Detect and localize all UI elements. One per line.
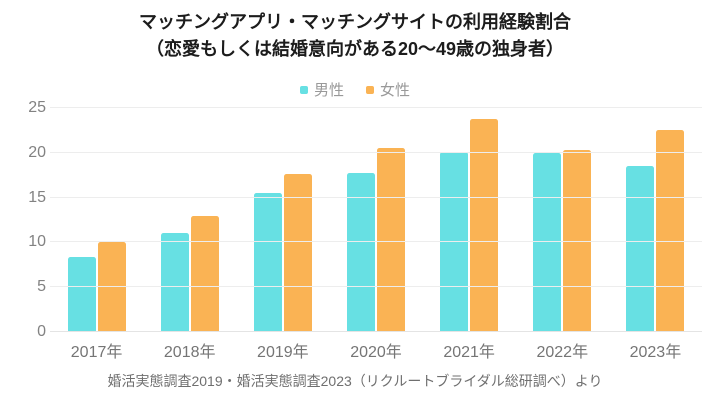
gridline-0 — [50, 331, 702, 332]
bar-female-2020 — [376, 148, 405, 332]
bars-row — [50, 108, 702, 332]
legend-label-male: 男性 — [313, 82, 344, 99]
legend-marker-icon-male — [299, 85, 308, 94]
gridline-20 — [50, 151, 702, 153]
chart-title-line2: （恋愛もしくは結婚意向がある20〜49歳の独身者） — [145, 39, 565, 59]
gridline-5 — [50, 286, 702, 288]
x-axis-label-2017: 2017年 — [70, 344, 123, 361]
bar-group-2019 — [253, 108, 312, 332]
y-axis-tick-label-5: 5 — [37, 278, 46, 296]
bar-female-2018 — [190, 215, 219, 332]
gridline-10 — [50, 241, 702, 243]
y-axis-tick-label-20: 20 — [28, 143, 46, 161]
chart-legend: 男性 女性 — [0, 79, 710, 100]
x-axis-label-2019: 2019年 — [257, 344, 309, 361]
bar-male-2017 — [67, 256, 96, 332]
bar-female-2022 — [563, 150, 592, 332]
chart-title-line1: マッチングアプリ・マッチングサイトの利用経験割合 — [139, 12, 571, 32]
gridline-25 — [50, 107, 702, 108]
bar-female-2021 — [470, 118, 499, 332]
plot-area — [50, 107, 702, 332]
x-axis-label-2018: 2018年 — [163, 344, 216, 361]
bar-group-2022 — [533, 108, 592, 332]
x-axis-label-2020: 2020年 — [350, 344, 402, 361]
legend-item-female: 女性 — [366, 79, 410, 100]
bar-male-2020 — [346, 172, 375, 332]
bar-male-2018 — [160, 232, 189, 332]
x-axis-label-2021: 2021年 — [443, 344, 495, 361]
bar-female-2023 — [656, 129, 685, 332]
bar-group-2023 — [626, 108, 685, 332]
bar-female-2019 — [283, 174, 312, 332]
source-note: 婚活実態調査2019・婚活実態調査2023（リクルートブライダル総研調べ）より — [107, 373, 603, 389]
bar-group-2017 — [67, 108, 126, 332]
chart-title: マッチングアプリ・マッチングサイトの利用経験割合 （恋愛もしくは結婚意向がある2… — [0, 9, 710, 63]
bar-group-2021 — [440, 108, 499, 332]
bar-male-2019 — [253, 193, 282, 332]
y-axis-tick-label-25: 25 — [28, 99, 46, 116]
x-axis-labels: 2017年 2018年 2019年 2020年 2021年 2022年 2023年 — [50, 338, 702, 362]
gridline-15 — [50, 196, 702, 198]
legend-item-male: 男性 — [299, 79, 344, 100]
legend-marker-icon-female — [366, 85, 374, 94]
bar-group-2020 — [346, 108, 405, 332]
legend-label-female: 女性 — [380, 82, 411, 99]
x-axis-label-2023: 2023年 — [629, 344, 682, 361]
y-axis-tick-label-15: 15 — [28, 188, 46, 206]
y-axis-tick-label-0: 0 — [37, 323, 46, 340]
bar-group-2018 — [160, 108, 219, 332]
bar-male-2022 — [533, 152, 562, 332]
y-axis-tick-label-10: 10 — [28, 233, 46, 251]
bar-male-2023 — [626, 166, 655, 332]
x-axis-label-2022: 2022年 — [536, 344, 589, 361]
